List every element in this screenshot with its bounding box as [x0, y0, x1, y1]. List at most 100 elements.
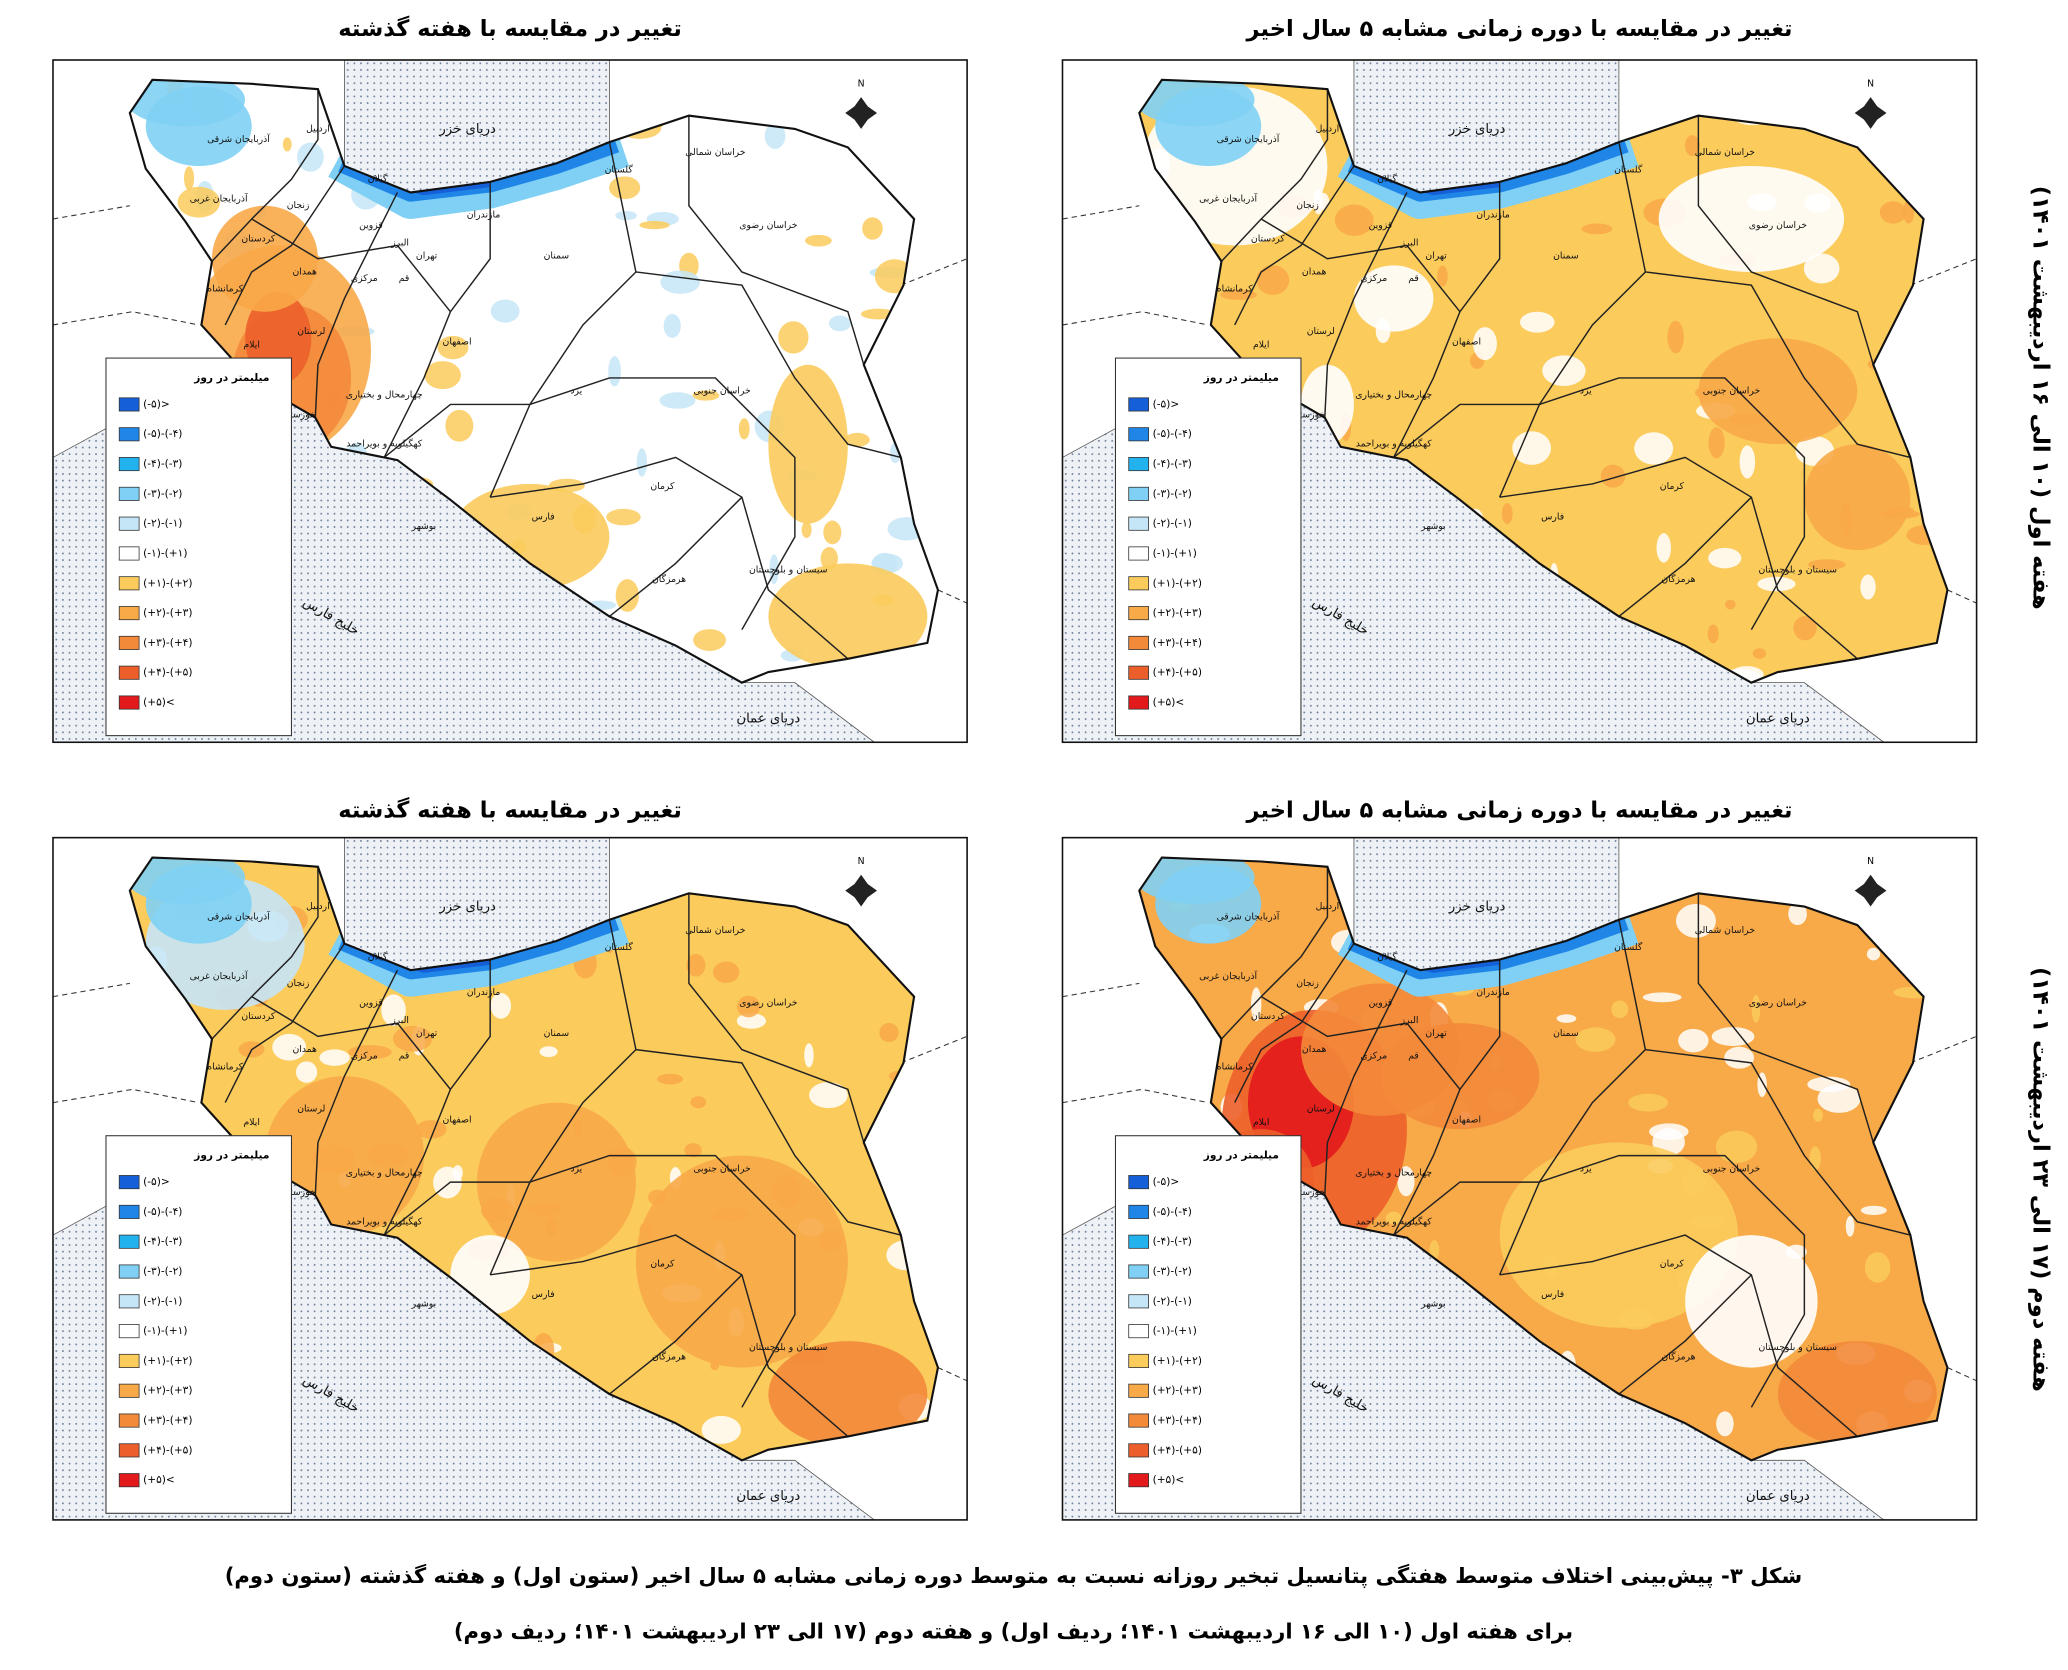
patch	[690, 1096, 707, 1109]
place-label: البرز	[1400, 1015, 1419, 1026]
place-label: گلستان	[1614, 163, 1643, 175]
place-label: کرمان	[650, 481, 675, 492]
patch	[1808, 559, 1846, 570]
province-border	[608, 496, 743, 617]
place-label: خراسان شمالی	[685, 925, 746, 936]
patch	[801, 521, 812, 538]
legend-label: (-۵)-(-۴)	[143, 428, 182, 440]
legend-label: (-۴)-(-۳)	[143, 1236, 182, 1248]
legend-label: (+۵)<	[1153, 1474, 1185, 1486]
place-label: مرکزی	[1360, 1051, 1387, 1062]
legend-swatch	[118, 486, 140, 501]
legend-swatch	[1128, 1234, 1149, 1249]
place-label: اردبیل	[1316, 123, 1340, 134]
patch	[282, 137, 292, 152]
place-label: آذربایجان غربی	[190, 193, 248, 205]
place-label: خوزستان	[280, 1187, 315, 1198]
fill-layer	[129, 857, 938, 1461]
patch	[1675, 903, 1716, 938]
patch	[1667, 320, 1684, 354]
patch	[805, 234, 832, 247]
compass-label: N	[1867, 856, 1874, 867]
place-label: خوزستان	[1290, 410, 1325, 421]
panel-title: تغییر در مقایسه با هفته گذشته	[338, 15, 682, 42]
legend-swatch	[118, 1353, 140, 1368]
patch	[809, 1082, 848, 1109]
patch	[1708, 427, 1725, 459]
patch	[1628, 1093, 1668, 1112]
legend-label: (+۵)<	[1153, 697, 1185, 709]
place-label: زنجان	[1296, 978, 1319, 989]
place-label: کهگیلویه و بویراحمد	[346, 438, 423, 450]
legend-swatch	[118, 1413, 140, 1428]
patch	[1634, 432, 1674, 465]
place-label: البرز	[390, 1015, 409, 1026]
place-label: اصفهان	[1452, 1114, 1481, 1125]
place-label: یزد	[570, 386, 582, 397]
place-label: سیستان و بلوچستان	[1759, 565, 1837, 576]
country-fill	[129, 79, 938, 683]
place-label: کهگیلویه و بویراحمد	[346, 1215, 423, 1227]
place-label: سیستان و بلوچستان	[749, 1342, 827, 1353]
patch	[663, 313, 681, 338]
patch	[296, 142, 324, 172]
legend-swatch	[118, 1264, 140, 1279]
legend-swatch	[1128, 1264, 1149, 1279]
neighbor-border	[900, 258, 968, 286]
place-label: اصفهان	[1452, 337, 1481, 348]
place-label: البرز	[1400, 237, 1419, 248]
patch	[1397, 1166, 1415, 1197]
patch	[1542, 355, 1586, 387]
province-border	[224, 943, 346, 1103]
legend-label: (-۵)-(-۴)	[1153, 1206, 1192, 1218]
patch	[1385, 1211, 1402, 1225]
province-border	[1498, 141, 1647, 498]
place-label: مازندران	[467, 209, 501, 220]
legend-swatch	[118, 397, 140, 412]
place-label: یزد	[1580, 1163, 1592, 1174]
place-label: بوشهر	[411, 1298, 437, 1309]
place-label: سمنان	[544, 251, 570, 262]
place-label: سمنان	[1553, 251, 1579, 262]
place-label: خراسان جنوبی	[693, 386, 751, 397]
legend-label: (-۵)>	[1153, 1176, 1180, 1188]
patch	[1139, 857, 1255, 904]
place-label: خراسان شمالی	[685, 147, 746, 158]
legend-swatch	[118, 695, 140, 710]
patch	[129, 857, 246, 904]
legend-swatch	[118, 1234, 140, 1249]
patch	[1809, 1146, 1821, 1171]
patch	[844, 432, 870, 447]
legend-label: (-۴)-(-۳)	[1153, 1236, 1192, 1248]
place-label: یزد	[570, 1163, 582, 1174]
place-label: فارس	[532, 1289, 555, 1300]
place-label: خراسان جنوبی	[1703, 386, 1761, 397]
place-label: قم	[399, 1051, 410, 1062]
map-frame	[52, 836, 968, 1521]
place-label: قزوین	[359, 220, 383, 231]
patch	[1711, 1027, 1755, 1046]
neighbor-border	[1062, 1088, 1209, 1104]
legend-swatch	[118, 1204, 140, 1219]
legend-label: (+۳)-(+۴)	[1153, 1415, 1202, 1427]
legend-swatch	[118, 1443, 140, 1458]
patch	[1716, 1411, 1734, 1437]
legend-label: (+۳)-(+۴)	[1153, 637, 1202, 649]
legend-swatch	[118, 606, 140, 621]
patch	[823, 520, 842, 545]
patch	[764, 122, 786, 149]
place-label: تهران	[416, 1028, 438, 1039]
province-border	[1393, 1181, 1540, 1236]
patch	[1334, 204, 1374, 236]
legend-label: (-۵)>	[143, 1176, 170, 1188]
patch	[1353, 265, 1434, 332]
patch	[684, 1143, 702, 1158]
place-label: تهران	[1425, 1028, 1447, 1039]
compass	[1854, 874, 1887, 907]
place-label: کردستان	[1251, 233, 1285, 244]
place-label: قزوین	[1369, 220, 1393, 231]
patch	[1685, 1235, 1818, 1368]
patch	[424, 361, 461, 390]
province-border	[490, 1234, 849, 1438]
legend-label: (-۱)-(+۱)	[143, 547, 187, 559]
